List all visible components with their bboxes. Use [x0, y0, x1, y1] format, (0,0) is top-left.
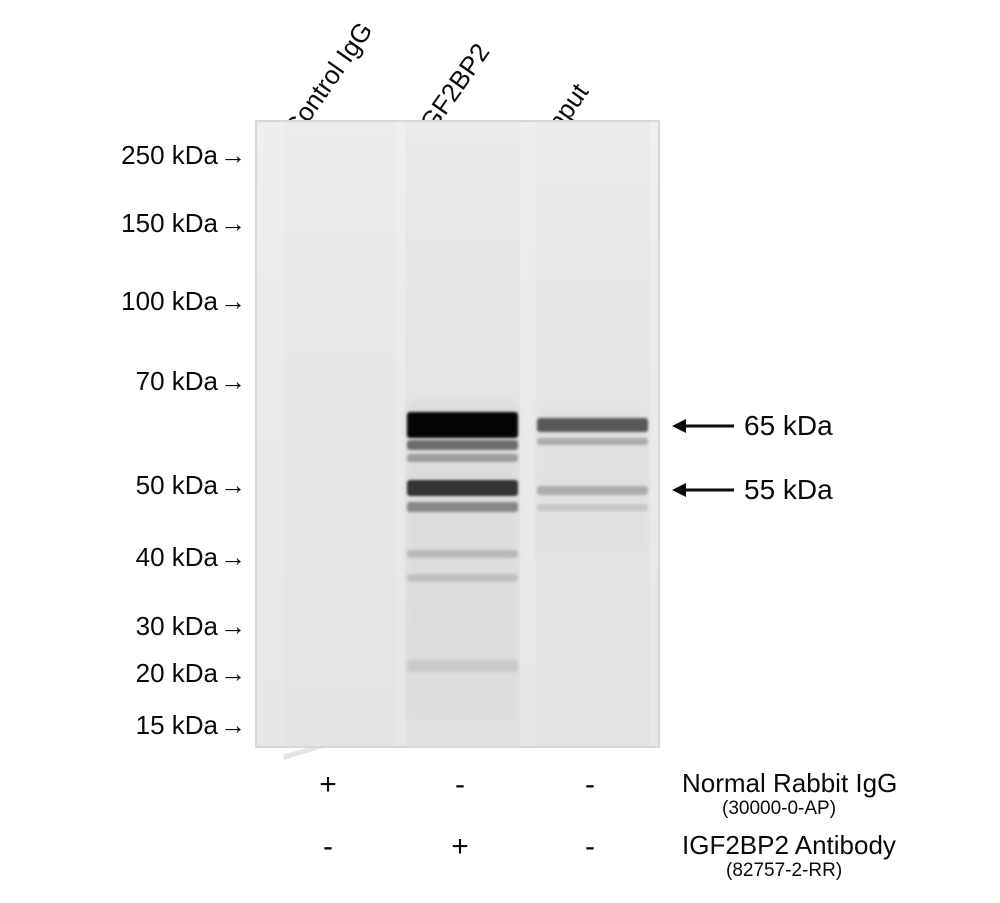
arrow-right-icon: →	[220, 611, 246, 642]
mw-70: 70 kDa→	[136, 366, 246, 397]
callout-55k: 55 kDa	[672, 474, 833, 506]
mw-50: 50 kDa→	[136, 470, 246, 501]
figure-stage: WWW.PTGLAB.COM Control IgG IGF2BP2 Input…	[0, 0, 1000, 903]
mw-100-text: 100 kDa	[121, 286, 218, 316]
mw-40-text: 40 kDa	[136, 542, 218, 572]
band-ip-sub6	[407, 660, 518, 672]
band-input-55k	[537, 486, 648, 495]
band-ip-sub4	[407, 550, 518, 558]
mw-50-text: 50 kDa	[136, 470, 218, 500]
lane-control	[285, 122, 395, 746]
band-ip-55k	[407, 480, 518, 496]
band-input-sub2	[537, 504, 648, 511]
arrow-left-icon	[672, 414, 734, 438]
mw-15: 15 kDa→	[136, 710, 246, 741]
band-ip-sub2	[407, 454, 518, 462]
callout-55k-label: 55 kDa	[744, 474, 833, 506]
mw-100: 100 kDa→	[121, 286, 246, 317]
callout-65k: 65 kDa	[672, 410, 833, 442]
arrow-right-icon: →	[220, 710, 246, 741]
arrow-right-icon: →	[220, 140, 246, 171]
arrow-right-icon: →	[220, 658, 246, 689]
arrow-right-icon: →	[220, 542, 246, 573]
arrow-right-icon: →	[220, 366, 246, 397]
band-input-sub1	[537, 438, 648, 445]
treat-rabbit-control: +	[308, 768, 348, 802]
mw-15-text: 15 kDa	[136, 710, 218, 740]
gel-membrane	[255, 120, 660, 748]
treat-rabbit-label: Normal Rabbit IgG	[682, 770, 897, 797]
band-ip-sub1	[407, 440, 518, 450]
treat-igf2bp2-label: IGF2BP2 Antibody	[682, 832, 896, 859]
arrow-right-icon: →	[220, 286, 246, 317]
mw-30-text: 30 kDa	[136, 611, 218, 641]
band-input-65k	[537, 418, 648, 432]
treat-rabbit-input: -	[570, 768, 610, 802]
mw-250: 250 kDa→	[121, 140, 246, 171]
band-ip-sub3	[407, 502, 518, 512]
mw-150-text: 150 kDa	[121, 208, 218, 238]
treat-rabbit-ip: -	[440, 768, 480, 802]
treat-igf2bp2-control: -	[308, 830, 348, 864]
treat-igf2bp2-input: -	[570, 830, 610, 864]
mw-20: 20 kDa→	[136, 658, 246, 689]
callout-65k-label: 65 kDa	[744, 410, 833, 442]
mw-250-text: 250 kDa	[121, 140, 218, 170]
band-ip-65k	[407, 412, 518, 438]
mw-150: 150 kDa→	[121, 208, 246, 239]
arrow-right-icon: →	[220, 208, 246, 239]
arrow-left-icon	[672, 478, 734, 502]
treat-igf2bp2-sub: (82757-2-RR)	[726, 860, 842, 882]
arrow-right-icon: →	[220, 470, 246, 501]
mw-20-text: 20 kDa	[136, 658, 218, 688]
treat-igf2bp2-ip: +	[440, 830, 480, 864]
mw-70-text: 70 kDa	[136, 366, 218, 396]
band-ip-sub5	[407, 574, 518, 582]
treat-rabbit-sub: (30000-0-AP)	[722, 798, 836, 820]
mw-40: 40 kDa→	[136, 542, 246, 573]
mw-30: 30 kDa→	[136, 611, 246, 642]
